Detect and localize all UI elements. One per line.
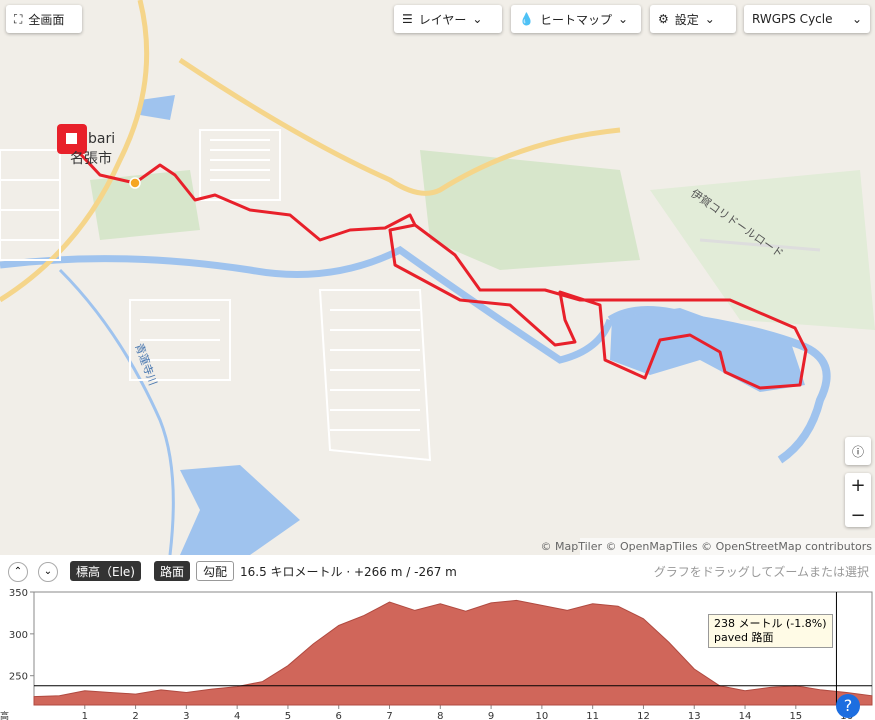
label: ヒートマップ	[539, 12, 612, 27]
label: レイヤー	[418, 12, 467, 27]
x-tick-label: 8	[437, 711, 443, 720]
zoom-controls[interactable]: + −	[845, 473, 871, 527]
y-tick-label: 250	[9, 672, 28, 683]
map-label: bari	[88, 131, 115, 147]
settings-button[interactable]: ⚙ 設定 ⌄	[650, 5, 736, 33]
x-tick-label: 15	[789, 711, 802, 720]
x-tick-label: 6	[336, 711, 342, 720]
x-tick-label: 11	[586, 711, 599, 720]
x-tick-label: 2	[132, 711, 138, 720]
x-tick-label: 10	[536, 711, 549, 720]
zoom-out[interactable]: −	[850, 504, 866, 526]
tooltip-line: paved 路面	[714, 631, 774, 644]
expand-button[interactable]: ⌃	[8, 562, 28, 582]
elevation-tab[interactable]: 標高（Ele)	[70, 561, 141, 581]
collapse-button[interactable]: ⌄	[38, 562, 58, 582]
elevation-area	[33, 599, 873, 706]
x-tick-label: 4	[234, 711, 240, 720]
y-axis-label: 高	[0, 710, 9, 720]
x-tick-label: 3	[183, 711, 189, 720]
y-tick-label: 350	[9, 588, 28, 599]
surface-tab[interactable]: 路面	[154, 561, 191, 581]
x-tick-label: 9	[488, 711, 494, 720]
x-tick-label: 14	[739, 711, 752, 720]
map-label: 名張市	[70, 150, 112, 167]
layers-button[interactable]: ☰ レイヤー ⌄	[394, 5, 502, 33]
hint: グラフをドラッグしてズームまたは選択	[653, 565, 869, 579]
zoom-in[interactable]: +	[850, 474, 866, 496]
grade-tab[interactable]: 勾配	[196, 561, 235, 581]
basemap-select[interactable]: RWGPS Cycle ⌄	[744, 5, 870, 33]
x-tick-label: 12	[637, 711, 650, 720]
route-stats: 16.5 キロメートル · +266 m / -267 m	[240, 565, 457, 579]
tooltip: 238 メートル (-1.8%) paved 路面	[708, 614, 833, 648]
x-tick-label: 1	[82, 711, 88, 720]
label: RWGPS Cycle	[752, 12, 833, 26]
map[interactable]: bari 名張市 伊賀コリドールロード 青蓮寺川 © MapTiler © Op…	[0, 0, 875, 555]
y-tick-label: 300	[9, 630, 28, 641]
elevation-chart[interactable]: 25030035012345678910111213141516高	[0, 585, 875, 720]
heatmap-button[interactable]: 💧 ヒートマップ ⌄	[511, 5, 641, 33]
label: 設定	[674, 12, 699, 27]
x-tick-label: 13	[688, 711, 701, 720]
x-tick-label: 5	[285, 711, 291, 720]
help-button[interactable]: ?	[836, 694, 860, 718]
fullscreen-button[interactable]: ⛶ 全画面	[6, 5, 82, 33]
x-tick-label: 7	[386, 711, 392, 720]
tooltip-line: 238 メートル (-1.8%)	[714, 617, 827, 630]
map-info-button[interactable]: ⓘ	[845, 437, 871, 465]
attribution: © MapTiler © OpenMapTiles © OpenStreetMa…	[541, 540, 873, 553]
label: 全画面	[28, 12, 65, 27]
